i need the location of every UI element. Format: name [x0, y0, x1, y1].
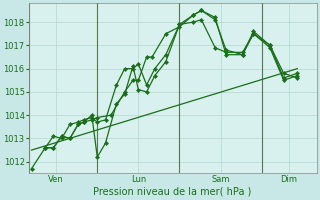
X-axis label: Pression niveau de la mer( hPa ): Pression niveau de la mer( hPa ) — [93, 187, 252, 197]
